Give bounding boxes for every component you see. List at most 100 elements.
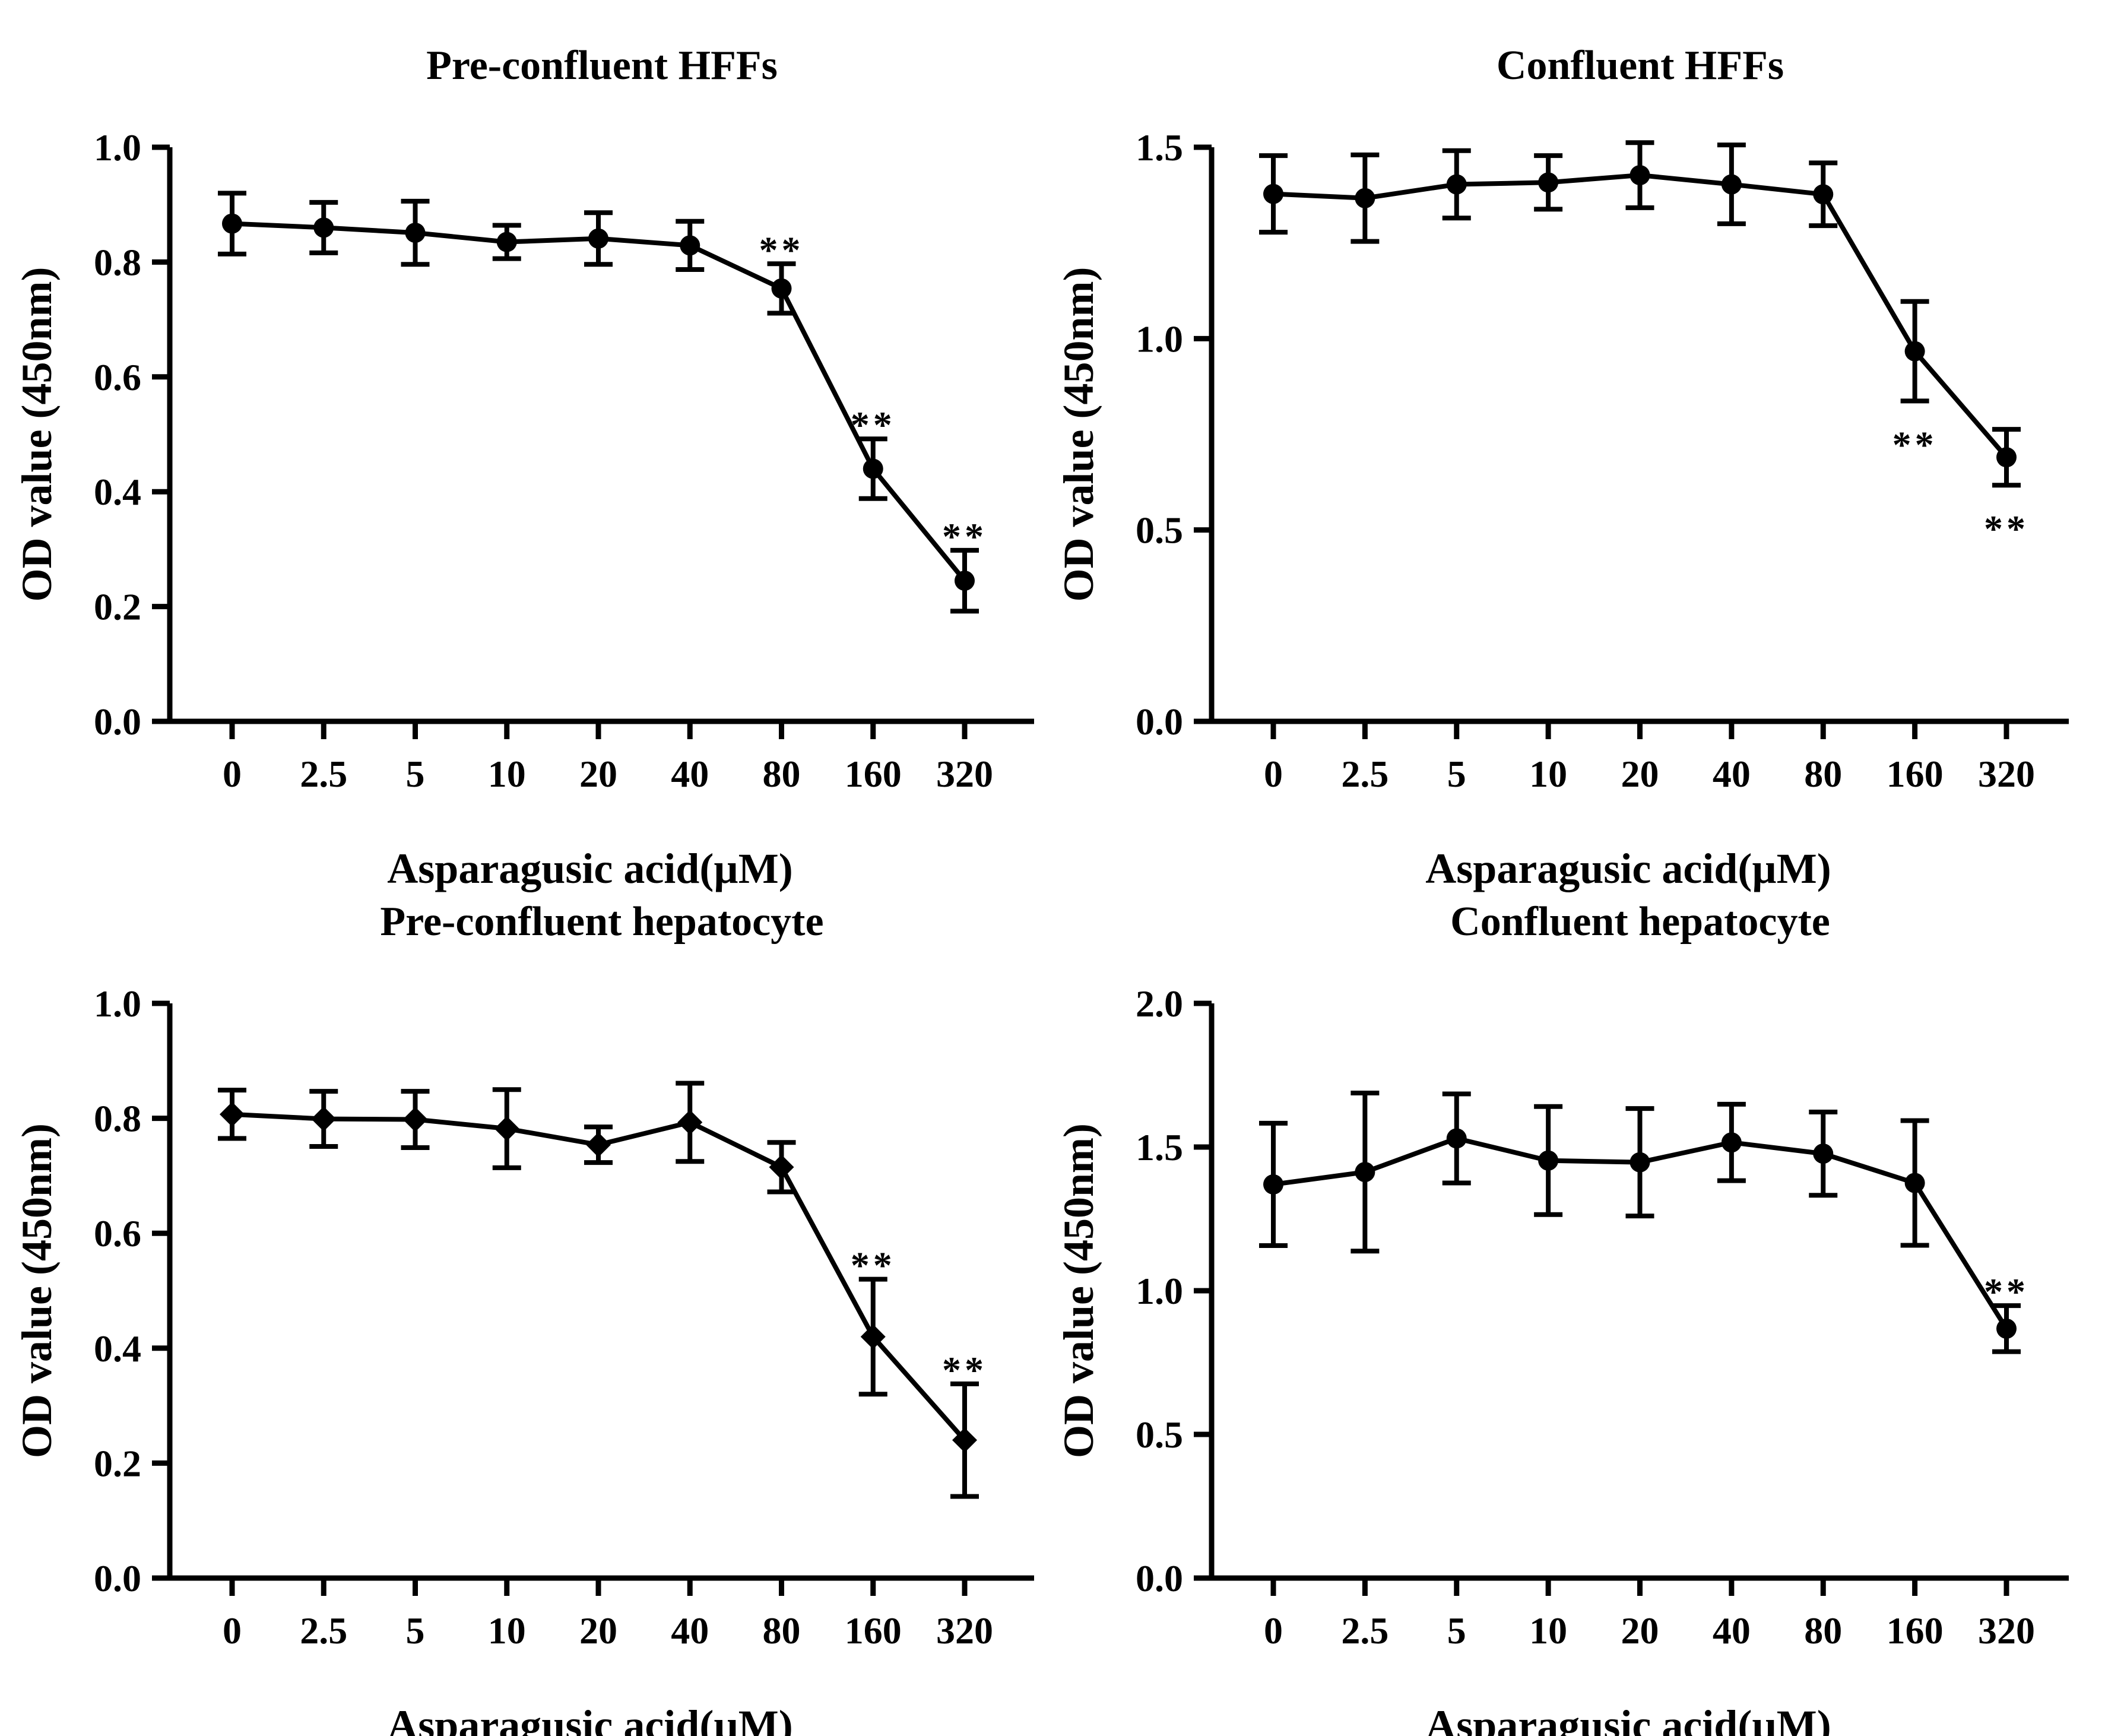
x-tick-label: 20 xyxy=(579,1610,617,1652)
x-axis-label: Asparagusic acid(µM) xyxy=(387,1702,792,1736)
x-tick-label: 2.5 xyxy=(300,753,347,795)
x-tick-label: 40 xyxy=(1713,1610,1751,1652)
x-tick-label: 2.5 xyxy=(300,1610,347,1652)
data-point xyxy=(771,278,792,299)
x-tick-label: 20 xyxy=(1621,753,1659,795)
x-tick-label: 320 xyxy=(1978,753,2035,795)
data-point xyxy=(1630,1152,1650,1173)
x-tick-label: 0 xyxy=(1264,1610,1283,1652)
significance-marker: ** xyxy=(942,1349,987,1391)
data-point xyxy=(769,1154,794,1180)
x-tick-label: 80 xyxy=(763,1610,801,1652)
data-point xyxy=(402,1107,428,1132)
y-tick-label: 0.4 xyxy=(94,1328,141,1370)
data-point xyxy=(1446,174,1467,195)
x-axis-label: Asparagusic acid(µM) xyxy=(1425,1702,1831,1736)
x-tick-label: 160 xyxy=(845,1610,902,1652)
y-tick-label: 0.4 xyxy=(94,471,141,513)
data-point xyxy=(1813,1143,1834,1164)
data-point xyxy=(1721,174,1742,195)
x-tick-label: 320 xyxy=(1978,1610,2035,1652)
chart-panel-4: Confluent hepatocyte 0.0 0.5 1.0 1.5 2.0 0 2.5 5… xyxy=(1055,899,2069,1736)
x-tick-label: 40 xyxy=(671,1610,709,1652)
y-tick-label: 1.5 xyxy=(1136,126,1183,169)
data-point xyxy=(222,213,242,234)
data-point xyxy=(1996,1318,2017,1339)
data-point xyxy=(1538,172,1559,193)
significance-marker: ** xyxy=(1892,423,1938,465)
data-point xyxy=(1630,165,1650,186)
data-point xyxy=(1263,183,1283,204)
y-tick-label: 1.0 xyxy=(1136,1270,1183,1312)
data-point xyxy=(588,228,608,249)
significance-marker: ** xyxy=(851,1244,896,1287)
y-tick-label: 0.6 xyxy=(94,356,141,398)
data-point xyxy=(1446,1128,1467,1149)
data-point xyxy=(1813,184,1834,205)
data-point xyxy=(1263,1174,1283,1195)
chart-panel-2: Confluent HFFs 0.0 0.5 1.0 1.5 0 2.5 5 10 20 40 80 1… xyxy=(1055,43,2069,892)
y-tick-label: 0.6 xyxy=(94,1212,141,1255)
series-1 xyxy=(1259,1091,2021,1354)
x-tick-label: 10 xyxy=(1529,753,1567,795)
series-1 xyxy=(1259,140,2021,488)
data-point xyxy=(680,235,700,256)
y-tick-label: 1.0 xyxy=(94,126,141,169)
series-1 xyxy=(218,1081,979,1499)
x-tick-label: 20 xyxy=(579,753,617,795)
x-tick-label: 160 xyxy=(845,753,902,795)
x-tick-label: 0 xyxy=(223,753,242,795)
data-point xyxy=(952,1427,977,1453)
x-tick-label: 10 xyxy=(488,1610,526,1652)
y-tick-label: 0.8 xyxy=(94,241,141,283)
data-point xyxy=(1355,1162,1375,1183)
y-tick-label: 0.2 xyxy=(94,586,141,628)
y-tick-label: 0.0 xyxy=(1136,1557,1183,1599)
x-tick-label: 160 xyxy=(1887,1610,1944,1652)
chart-title: Confluent HFFs xyxy=(1497,43,1784,88)
significance-marker: ** xyxy=(1984,1271,2029,1313)
data-point xyxy=(1721,1132,1742,1153)
data-point xyxy=(220,1101,245,1127)
y-tick-label: 0.5 xyxy=(1136,1414,1183,1456)
x-tick-label: 5 xyxy=(406,1610,425,1652)
data-point xyxy=(496,232,517,252)
data-point xyxy=(955,571,975,591)
data-point xyxy=(494,1116,519,1142)
data-point xyxy=(313,217,334,238)
chart-panel-3: Pre-confluent hepatocyte 0.0 0.2 0.4 0.6 0.8 1… xyxy=(13,899,1034,1736)
data-point xyxy=(1996,447,2017,468)
data-point xyxy=(586,1132,611,1158)
data-point xyxy=(405,223,426,243)
y-tick-label: 0.0 xyxy=(1136,701,1183,743)
series-line xyxy=(1273,173,2009,459)
data-point xyxy=(1355,188,1375,208)
data-point xyxy=(1904,341,1925,362)
y-tick-label: 0.0 xyxy=(94,701,141,743)
x-tick-label: 2.5 xyxy=(1341,1610,1388,1652)
chart-title: Pre-confluent HFFs xyxy=(426,43,778,88)
data-point xyxy=(1904,1173,1925,1193)
data-point xyxy=(677,1110,703,1135)
data-point xyxy=(311,1106,337,1132)
data-point xyxy=(860,1324,886,1349)
chart-title: Confluent hepatocyte xyxy=(1450,899,1830,945)
x-tick-label: 5 xyxy=(406,753,425,795)
y-axis-label: OD value (450nm) xyxy=(1055,267,1102,602)
y-tick-label: 0.2 xyxy=(94,1442,141,1484)
y-tick-label: 1.5 xyxy=(1136,1126,1183,1168)
significance-marker: ** xyxy=(851,404,896,446)
x-tick-label: 320 xyxy=(936,753,993,795)
y-tick-label: 1.0 xyxy=(94,983,141,1025)
y-tick-label: 1.0 xyxy=(1136,318,1183,360)
data-point xyxy=(863,458,883,479)
y-axis-label: OD value (450nm) xyxy=(13,267,61,602)
x-tick-label: 80 xyxy=(763,753,801,795)
x-axis-label: Asparagusic acid(µM) xyxy=(1425,845,1831,892)
x-tick-label: 160 xyxy=(1887,753,1944,795)
significance-marker: ** xyxy=(1984,508,2029,550)
x-tick-label: 40 xyxy=(1713,753,1751,795)
chart-panel-1: Pre-confluent HFFs 0.0 0.2 0.4 0.6 0.8 1.0 0 2.5… xyxy=(13,43,1034,892)
y-axis-label: OD value (450nm) xyxy=(13,1123,61,1458)
